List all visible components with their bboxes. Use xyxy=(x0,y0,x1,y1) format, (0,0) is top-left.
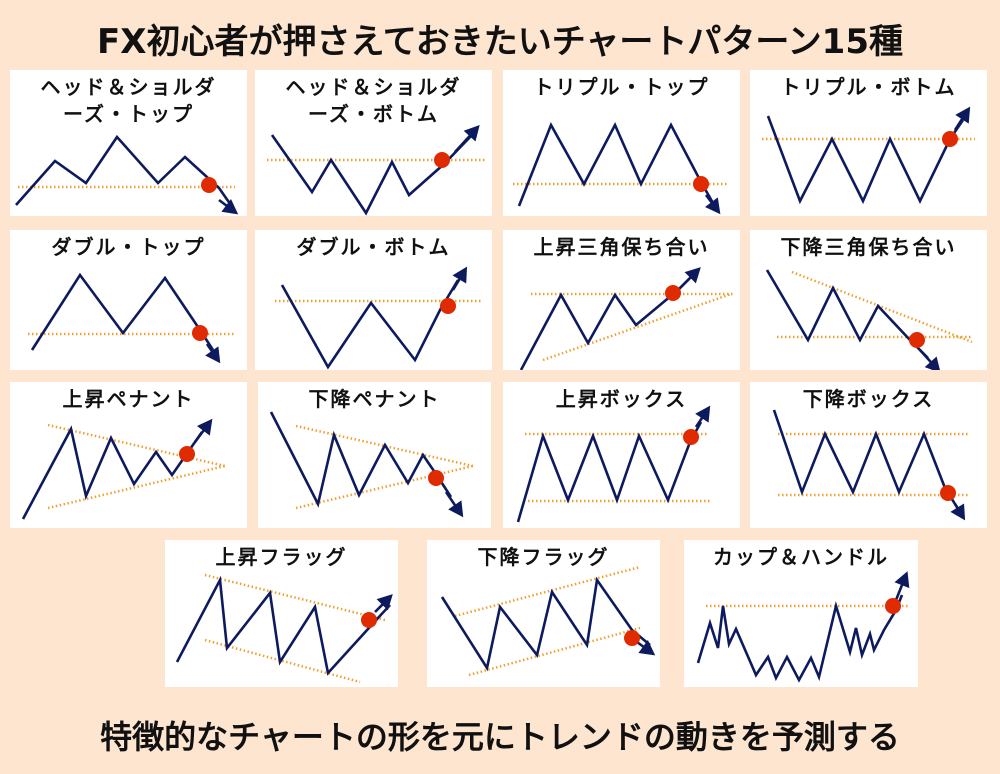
breakout-dot xyxy=(885,598,901,614)
pattern-label: ヘッド＆ショルダ xyxy=(40,75,217,99)
pattern-label: 上昇三角保ち合い xyxy=(533,235,710,259)
pattern-panel: トリプル・トップ xyxy=(503,70,740,216)
trendline xyxy=(791,270,973,344)
pattern-label: 下降ボックス xyxy=(802,387,935,411)
pattern-panel: ヘッド＆ショルダ ーズ・ボトム xyxy=(255,70,492,216)
arrow-icon xyxy=(205,346,221,364)
breakout-dot xyxy=(428,470,444,486)
pattern-chart xyxy=(267,125,485,216)
arrow-icon xyxy=(695,405,711,423)
pattern-panel: ダブル・トップ xyxy=(10,230,247,370)
price-line xyxy=(175,575,391,676)
price-line xyxy=(696,594,904,683)
trendline xyxy=(468,626,641,677)
pattern-chart xyxy=(519,267,733,370)
price-line xyxy=(30,272,215,351)
pattern-panel: 下降フラッグ xyxy=(427,540,660,687)
pattern-label: 上昇フラッグ xyxy=(215,545,348,569)
pattern-label: 下降フラッグ xyxy=(477,545,610,569)
pattern-panel: 下降ペナント xyxy=(258,382,491,528)
pattern-panel: 下降ボックス xyxy=(750,382,987,528)
pattern-label: 下降三角保ち合い xyxy=(780,235,957,259)
price-line xyxy=(765,269,929,359)
pattern-chart xyxy=(269,411,474,518)
pattern-chart xyxy=(21,418,226,520)
pattern-panel: ヘッド＆ショルダ ーズ・トップ xyxy=(10,70,247,216)
pattern-chart xyxy=(440,565,656,677)
pattern-label: ダブル・トップ xyxy=(51,235,206,259)
pattern-label: トリプル・ボトム xyxy=(780,75,957,99)
breakout-dot xyxy=(361,612,377,628)
pattern-panel: 上昇フラッグ xyxy=(165,540,398,687)
breakout-dot xyxy=(440,298,456,314)
arrow-icon xyxy=(894,571,910,589)
pattern-chart xyxy=(696,571,910,683)
pattern-label: トリプル・トップ xyxy=(533,75,710,99)
arrow-icon xyxy=(463,125,480,142)
pattern-chart xyxy=(765,269,973,370)
price-line xyxy=(772,409,962,513)
arrow-icon xyxy=(448,500,464,518)
pattern-panel: ダブル・ボトム xyxy=(255,230,492,370)
pattern-label-line2: ーズ・ボトム xyxy=(308,102,439,126)
page-title: FX初心者が押さえておきたいチャートパターン15種 xyxy=(97,22,903,62)
price-line xyxy=(516,421,703,523)
breakout-dot xyxy=(192,325,208,341)
pattern-label-line2: ーズ・トップ xyxy=(63,102,194,126)
breakout-dot xyxy=(434,152,450,168)
breakout-dot xyxy=(693,176,709,192)
arrow-icon xyxy=(684,267,701,284)
price-line xyxy=(280,279,460,370)
pattern-panel: 下降三角保ち合い xyxy=(750,230,987,370)
pattern-chart xyxy=(275,266,483,370)
breakout-dot xyxy=(179,446,195,462)
arrow-icon xyxy=(638,640,656,656)
pattern-label: ダブル・ボトム xyxy=(296,235,451,259)
breakout-dot xyxy=(942,131,958,147)
pattern-panel: トリプル・ボトム xyxy=(750,70,987,216)
trendline xyxy=(542,292,732,362)
pattern-chart xyxy=(772,409,968,521)
breakout-dot xyxy=(909,332,925,348)
breakout-dot xyxy=(683,429,699,445)
pattern-label: 上昇ボックス xyxy=(555,387,688,411)
arrow-icon xyxy=(452,266,468,284)
pattern-chart xyxy=(762,106,975,205)
arrow-icon xyxy=(197,418,213,436)
price-line xyxy=(270,133,474,216)
arrow-icon xyxy=(376,594,393,611)
breakout-dot xyxy=(624,630,640,646)
pattern-chart xyxy=(15,134,239,215)
pattern-label: ヘッド＆ショルダ xyxy=(285,75,462,99)
pattern-label: カップ＆ハンドル xyxy=(713,545,889,569)
price-line xyxy=(440,576,651,672)
pattern-panel: 上昇ボックス xyxy=(503,382,740,528)
trendline xyxy=(204,638,361,684)
breakout-dot xyxy=(665,285,681,301)
trendline xyxy=(47,464,226,510)
price-line xyxy=(766,115,965,205)
trendline xyxy=(204,573,386,622)
pattern-chart xyxy=(28,272,235,364)
pattern-panel: 上昇ペナント xyxy=(10,382,247,528)
price-line xyxy=(21,425,204,520)
pattern-chart xyxy=(175,573,393,684)
price-line xyxy=(517,121,715,207)
footer-caption: 特徴的なチャートの形を元にトレンドの動きを予測する xyxy=(100,718,900,756)
pattern-panel: 上昇三角保ち合い xyxy=(503,230,740,370)
pattern-chart xyxy=(516,405,711,523)
pattern-label: 上昇ペナント xyxy=(62,387,195,411)
arrow-icon xyxy=(221,199,239,215)
arrow-icon xyxy=(950,503,966,521)
pattern-chart xyxy=(513,121,728,215)
pattern-label: 下降ペナント xyxy=(308,387,441,411)
arrow-icon xyxy=(955,106,971,124)
price-line xyxy=(15,134,235,209)
breakout-dot xyxy=(940,485,956,501)
price-line xyxy=(269,411,453,508)
arrow-icon xyxy=(705,197,721,215)
pattern-panel: カップ＆ハンドル xyxy=(684,540,918,687)
arrow-icon xyxy=(924,356,940,370)
breakout-dot xyxy=(201,177,217,193)
